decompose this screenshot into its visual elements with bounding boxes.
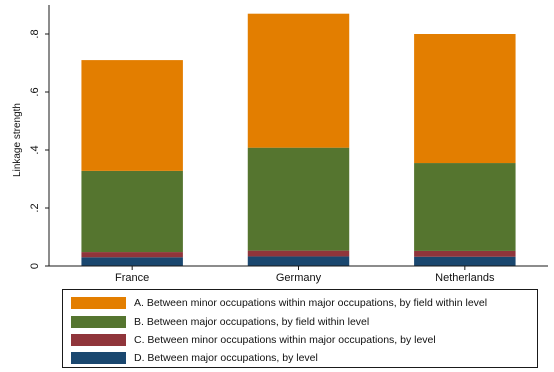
legend-item-b: B. Between major occupations, by field w… [71,315,369,329]
bar-segment [414,34,516,164]
y-axis-label: Linkage strength [12,103,23,177]
legend-swatch-c [71,334,126,346]
legend: A. Between minor occupations within majo… [62,289,538,368]
legend-label-b: B. Between major occupations, by field w… [134,316,370,328]
bar-segment [81,170,183,253]
x-tick-label: Germany [276,272,322,284]
bar-segment [81,60,183,171]
bar-segment [414,163,516,251]
legend-swatch-b [71,316,126,328]
y-tick-label: .2 [29,203,41,212]
y-tick-label: .8 [29,29,41,38]
bar-segment [247,256,350,266]
legend-item-a: A. Between minor occupations within majo… [71,296,487,310]
legend-swatch-d [71,352,126,364]
x-tick-label: Netherlands [435,272,495,284]
bar-segment [247,147,350,251]
bar-segment [81,257,183,266]
legend-label-c: C. Between minor occupations within majo… [134,334,436,346]
axes-layer: France Germany Netherlands 0 .2 .4 .6 .8 [29,5,548,284]
bar-segment [414,250,516,257]
bar-segment [81,252,183,258]
legend-item-d: D. Between major occupations, by level [71,351,318,365]
x-tick-label: France [115,272,149,284]
legend-swatch-a [71,297,126,309]
bars-layer [81,13,516,266]
bar-segment [247,250,350,257]
legend-label-d: D. Between major occupations, by level [134,352,318,364]
legend-label-a: A. Between minor occupations within majo… [134,297,488,309]
legend-item-c: C. Between minor occupations within majo… [71,333,436,347]
y-tick-label: .6 [29,87,41,96]
y-tick-label: .4 [29,145,41,154]
y-tick-label: 0 [29,263,41,269]
bar-segment [247,13,350,148]
stacked-bar-chart: France Germany Netherlands 0 .2 .4 .6 .8 Linkag… [12,5,548,284]
bar-segment [414,256,516,266]
